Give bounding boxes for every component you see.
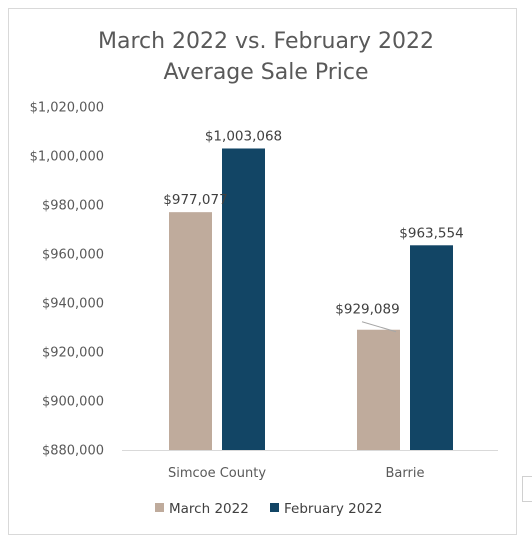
scroll-edge-tab [522,476,532,502]
data-label-barrie-march-2022: $929,089 [335,302,399,318]
legend-swatch-february-2022 [270,503,279,512]
bar-series [169,148,453,450]
chart-title-line-1: March 2022 vs. February 2022 [98,29,434,54]
bar-barrie-march-2022 [357,329,400,450]
y-tick-label: $980,000 [42,199,104,214]
y-tick-label: $900,000 [42,395,104,410]
data-label-simcoe-county-february-2022: $1,003,068 [205,128,282,144]
data-labels: $977,077 $1,003,068 $929,089 $963,554 [163,128,464,333]
category-label-simcoe-county: Simcoe County [168,466,266,481]
data-label-simcoe-county-march-2022: $977,077 [163,192,227,208]
y-tick-label: $1,000,000 [30,150,104,165]
legend: March 2022 February 2022 [155,501,382,517]
y-tick-label: $880,000 [42,444,104,459]
chart-title-line-2: Average Sale Price [163,60,368,85]
bar-simcoe-county-february-2022 [222,148,265,450]
y-tick-label: $920,000 [42,346,104,361]
category-label-barrie: Barrie [386,466,425,481]
y-tick-label: $960,000 [42,248,104,263]
data-label-barrie-february-2022: $963,554 [399,225,463,241]
x-axis: Simcoe County Barrie [168,466,425,481]
legend-label-february-2022: February 2022 [284,501,382,517]
bar-simcoe-county-march-2022 [169,212,212,450]
y-axis: $880,000 $900,000 $920,000 $940,000 $960,000… [30,101,498,459]
y-tick-label: $1,020,000 [30,101,104,116]
bar-barrie-february-2022 [410,245,453,450]
legend-label-march-2022: March 2022 [169,501,249,517]
y-tick-label: $940,000 [42,297,104,312]
leader-line [361,321,397,333]
legend-swatch-march-2022 [155,503,164,512]
